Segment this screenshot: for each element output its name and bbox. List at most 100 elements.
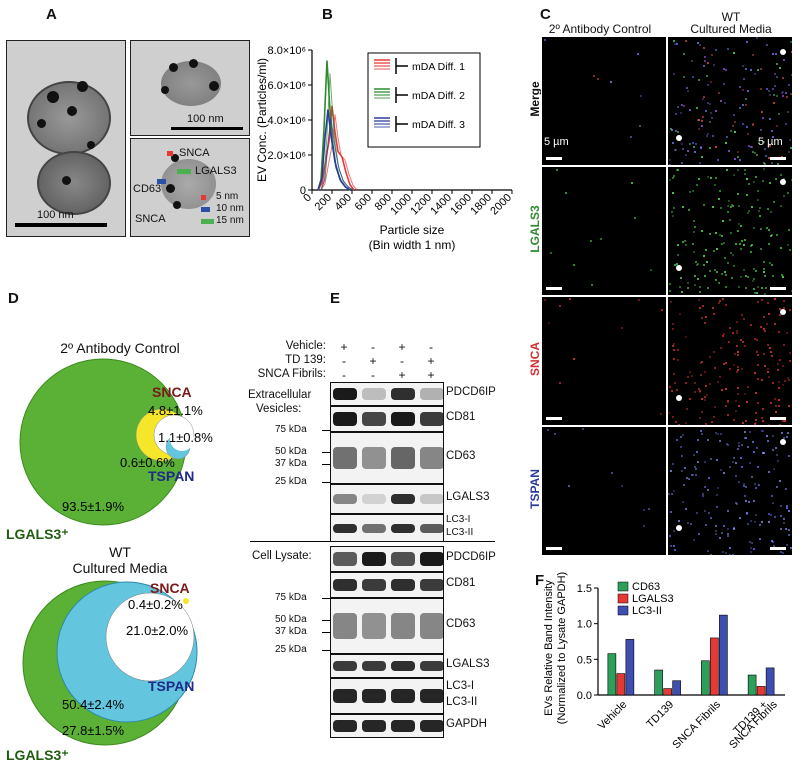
chart-b-xtick: 1400: [428, 192, 454, 218]
lysate-section-label: Cell Lysate:: [252, 550, 312, 562]
blot-band: [362, 661, 386, 671]
chart-f-bar: [701, 660, 710, 696]
chart-b-xtick: 400: [333, 192, 354, 213]
chart-f-ytick: 0.0: [577, 690, 592, 702]
chart-f-bar: [710, 637, 719, 696]
blot-band: [391, 689, 415, 703]
chart-f-bar: [654, 669, 663, 696]
venn-bottom-v2: 21.0±2.0%: [126, 623, 189, 638]
venn-bottom-v3: 50.4±2.4%: [62, 697, 125, 712]
condition-label: SNCA Fibrils:: [257, 368, 326, 380]
chart-b-series-line-replicate: [320, 114, 358, 191]
ev-section-label-1: Extracellular: [248, 389, 312, 401]
blot-band: [391, 613, 415, 639]
blot-gapdh: [330, 714, 444, 738]
chart-f-bar: [672, 680, 681, 696]
blot-ev-cd63: [330, 432, 444, 484]
venn-top-lgals3-label: LGALS3⁺: [6, 526, 69, 542]
condition-label: TD 139:: [285, 354, 326, 366]
condition-sign: +: [340, 340, 348, 354]
condition-sign: -: [371, 340, 375, 354]
blot-lysate-lgals3: [330, 654, 444, 678]
blot-band: [362, 494, 386, 504]
blot-band: [333, 720, 357, 732]
chart-f-ytick: 1.5: [577, 583, 592, 595]
kda-marker: 50 kDa: [275, 614, 307, 625]
blot-lysate-lc3: [330, 678, 444, 714]
chart-b-ytick: 4.0×10⁶: [268, 115, 306, 127]
venn-bottom-title-2: Cultured Media: [72, 560, 168, 576]
scale-bar-label-left: 5 µm: [544, 136, 569, 148]
blot-band: [420, 447, 443, 469]
venn-bottom-lgals3-label: LGALS3⁺: [6, 747, 69, 763]
kda-marker: 75 kDa: [275, 592, 307, 603]
condition-sign: +: [369, 354, 377, 368]
blot-band: [391, 523, 415, 533]
chart-f-bar: [719, 614, 728, 696]
blot-label: CD63: [446, 618, 476, 630]
venn-bottom-tspan-label: TSPAN: [148, 678, 194, 694]
blot-band: [420, 388, 443, 400]
panel-f-label: F: [535, 572, 545, 589]
blot-band: [362, 552, 386, 566]
chart-f-legend-label: CD63: [632, 581, 660, 593]
blot-band: [362, 613, 386, 639]
kda-marker: 37 kDa: [275, 626, 307, 637]
kda-marker: 75 kDa: [275, 424, 307, 435]
blot-band: [391, 720, 415, 732]
em-label-snca-bottom: SNCA: [135, 213, 166, 225]
blot-band: [333, 523, 357, 533]
condition-label: Vehicle:: [285, 340, 326, 352]
blot-band: [333, 388, 357, 400]
condition-sign: +: [427, 354, 435, 368]
legend-label: mDA Diff. 3: [412, 119, 465, 131]
venn-diagram-bottom: SNCA 0.4±0.2% 21.0±2.0% TSPAN 50.4±2.4% …: [6, 580, 198, 763]
legend-label: mDA Diff. 2: [412, 90, 465, 102]
chart-b-ytick: 0: [300, 185, 306, 197]
em-scale-right: 100 nm: [187, 113, 224, 125]
blot-band: [391, 579, 415, 591]
kda-marker: 37 kDa: [275, 458, 307, 469]
col-header-wt-1: WT: [721, 10, 741, 24]
panel-d-label: D: [8, 290, 19, 307]
blot-band: [333, 412, 357, 426]
blot-band: [420, 613, 443, 639]
em-image-top-right: 100 nm: [130, 40, 250, 136]
blot-label: PDCD6IP: [446, 386, 496, 398]
chart-b-ytick: 6.0×10⁶: [268, 80, 306, 92]
scale-bar-label-right: 5 µm: [758, 136, 783, 148]
chart-f-bar: [616, 673, 626, 696]
chart-f-ytick: 0.5: [577, 654, 592, 666]
blot-ev-pdcd6ip: [330, 382, 444, 406]
blot-label: CD81: [446, 577, 476, 589]
blot-band: [420, 661, 443, 671]
lysate-lc3-i-label: LC3-I: [446, 680, 475, 692]
secondary-control-image: [541, 426, 667, 556]
chart-f-ytick: 1.0: [577, 619, 592, 631]
chart-f-legend-swatch: [617, 605, 629, 616]
secondary-control-image: [541, 166, 667, 296]
legend-label: mDA Diff. 1: [412, 61, 465, 73]
chart-f-bar: [607, 653, 617, 696]
chart-b-ylabel: EV Conc. (Particles/ml): [255, 58, 269, 182]
kda-marker: 25 kDa: [275, 644, 307, 655]
wt-media-image: [667, 296, 793, 426]
chart-f-bar: [756, 686, 766, 696]
blot-band: [333, 661, 357, 671]
blot-band: [333, 447, 357, 469]
wt-media-image: [667, 36, 793, 166]
blot-lysate-cd63: [330, 598, 444, 654]
size-legend-5nm: 5 nm: [216, 191, 239, 202]
wt-media-image: [667, 426, 793, 556]
condition-sign: -: [342, 354, 346, 368]
chart-f-bar: [663, 688, 672, 696]
kda-marker: 50 kDa: [275, 446, 307, 457]
blot-label: CD81: [446, 411, 476, 423]
lc3-i-label: LC3-I: [446, 514, 471, 525]
em-scale-left: 100 nm: [37, 209, 74, 221]
blot-band: [420, 412, 443, 426]
row-label-lgals3: LGALS3: [528, 205, 542, 253]
blot-band: [362, 689, 386, 703]
chart-b-xtick: 1000: [388, 192, 414, 218]
